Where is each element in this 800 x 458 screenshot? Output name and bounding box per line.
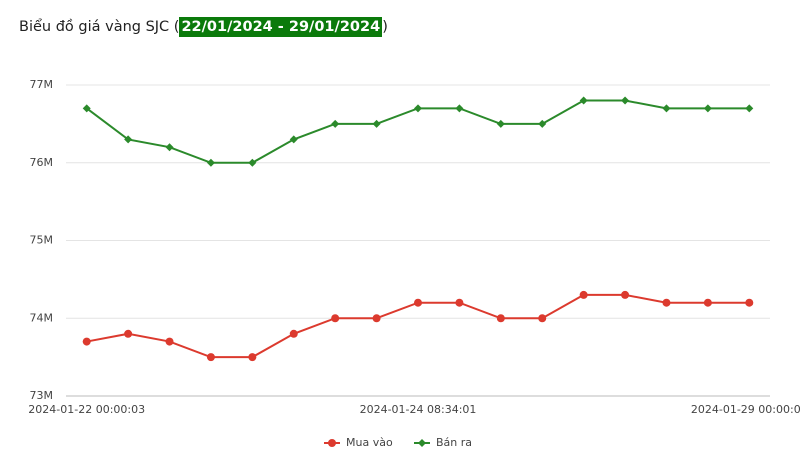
point-marker (372, 314, 381, 323)
point-marker (662, 298, 671, 307)
point-marker (496, 314, 505, 323)
point-marker (538, 119, 547, 128)
point-marker (455, 298, 464, 307)
point-marker (331, 314, 340, 323)
point-marker (414, 104, 422, 113)
point-marker (579, 96, 588, 105)
point-marker (418, 439, 426, 447)
title-text: ) (382, 19, 388, 35)
y-tick-label: 75M (30, 234, 54, 247)
y-tick-label: 74M (30, 311, 54, 324)
point-marker (414, 298, 422, 307)
point-marker (538, 314, 547, 323)
point-marker (124, 329, 133, 338)
point-marker (165, 337, 174, 346)
chart-title: Biểu đồ giá vàng SJC (22/01/2024 - 29/01… (19, 17, 388, 37)
point-marker (703, 298, 712, 307)
x-tick-label: 2024-01-24 08:34:01 (360, 403, 477, 416)
point-marker (165, 143, 174, 152)
point-marker (703, 104, 712, 113)
legend-label: Bán ra (436, 436, 472, 449)
point-marker (248, 158, 257, 167)
point-marker (206, 353, 215, 362)
point-marker (496, 119, 505, 128)
point-marker (82, 104, 91, 113)
title-text: Biểu đồ giá vàng SJC ( (19, 19, 180, 35)
y-tick-label: 76M (30, 156, 54, 169)
point-marker (248, 353, 257, 362)
point-marker (82, 337, 91, 346)
x-tick-label: 2024-01-29 00:00:02 (691, 403, 800, 416)
point-marker (289, 329, 298, 338)
point-marker (372, 119, 381, 128)
point-marker (331, 119, 340, 128)
legend-label: Mua vào (346, 436, 393, 449)
point-marker (328, 439, 336, 447)
title-date-range: 22/01/2024 - 29/01/2024 (179, 17, 383, 37)
point-marker (206, 158, 215, 167)
point-marker (289, 135, 298, 144)
point-marker (579, 290, 588, 299)
y-tick-label: 73M (30, 389, 54, 402)
point-marker (124, 135, 133, 144)
point-marker (662, 104, 671, 113)
point-marker (455, 104, 464, 113)
point-marker (745, 104, 754, 113)
point-marker (745, 298, 754, 307)
point-marker (621, 290, 630, 299)
point-marker (621, 96, 630, 105)
x-tick-label: 2024-01-22 00:00:03 (28, 403, 145, 416)
y-tick-label: 77M (30, 78, 54, 91)
